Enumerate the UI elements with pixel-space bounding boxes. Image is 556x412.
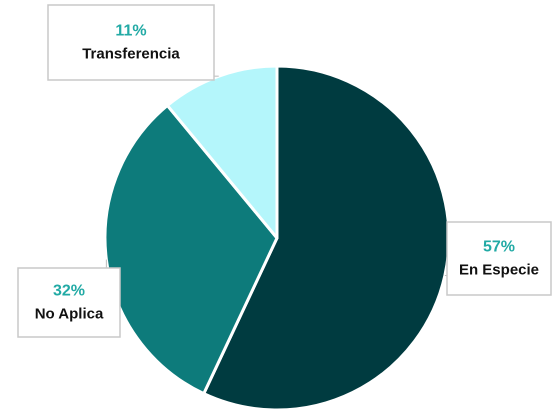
category-label: En Especie <box>459 261 539 278</box>
category-label: Transferencia <box>82 45 180 62</box>
value-label: 11% <box>115 23 146 40</box>
value-label: 32% <box>53 283 85 300</box>
pie-slice <box>202 64 451 412</box>
value-label: 57% <box>483 239 515 256</box>
pie-slice <box>165 64 279 240</box>
label-box <box>446 221 552 296</box>
label-box <box>17 267 121 338</box>
category-label: No Aplica <box>35 305 104 322</box>
label-box <box>47 4 215 81</box>
